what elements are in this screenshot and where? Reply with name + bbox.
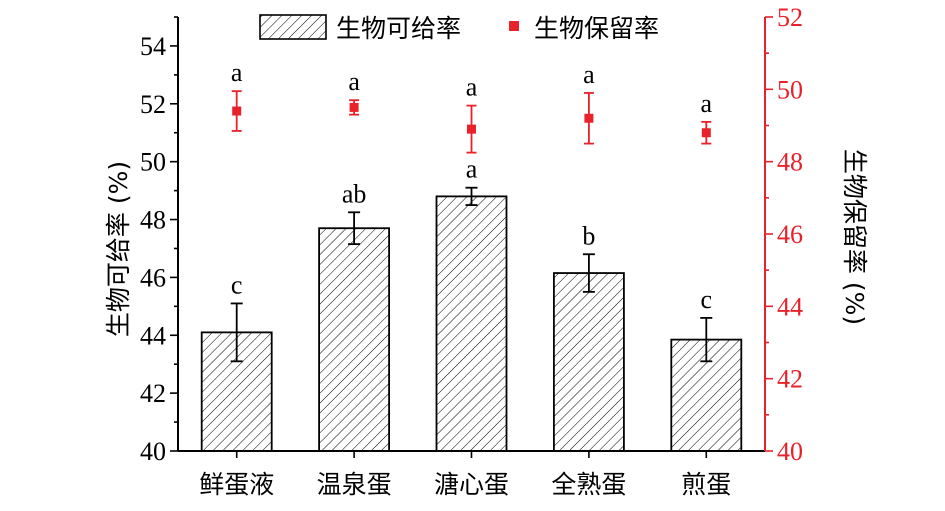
y2-tick-label: 48 — [777, 148, 803, 177]
legend-label-point: 生物保留率 — [534, 14, 659, 43]
legend-label-bar: 生物可给率 — [336, 14, 461, 43]
bar-sig-label: a — [466, 155, 478, 184]
data-point — [232, 106, 242, 116]
y-axis-title: 生物可给率 (%) — [104, 161, 133, 337]
axes: 40 42 44 46 48 50 52 54 40 42 44 46 48 50 52 鲜蛋液 温泉蛋 溏心蛋 全… — [140, 3, 803, 499]
y-tick-label: 46 — [140, 263, 166, 292]
y2-tick-label: 42 — [777, 365, 803, 394]
y-tick-label: 42 — [140, 379, 166, 408]
y2-axis-title: 生物保留率 (%) — [840, 149, 869, 325]
point-sig-label: a — [701, 89, 713, 118]
bar — [553, 272, 625, 452]
data-point — [467, 124, 476, 134]
bar-sig-label: c — [231, 270, 243, 299]
bar-sig-label: ab — [342, 179, 367, 208]
bar — [435, 195, 508, 452]
y-tick-label: 48 — [140, 206, 166, 235]
legend-swatch-point — [509, 21, 519, 31]
data-point — [349, 102, 359, 112]
y2-tick-label: 50 — [777, 75, 803, 104]
bar-sig-label: c — [701, 285, 713, 314]
y-tick-label: 44 — [140, 321, 166, 350]
y2-tick-label: 46 — [777, 220, 803, 249]
y2-tick-label: 44 — [777, 292, 803, 321]
x-tick-label: 温泉蛋 — [317, 470, 392, 499]
y2-tick-label: 52 — [777, 3, 803, 32]
data-point — [701, 128, 711, 138]
y-tick-label: 40 — [140, 437, 166, 466]
y-tick-label: 54 — [140, 32, 166, 61]
bar — [318, 227, 391, 452]
x-tick-label: 煎蛋 — [681, 470, 731, 499]
point-sig-label: a — [348, 67, 360, 96]
y-tick-label: 52 — [140, 90, 166, 119]
legend-swatch-bar — [259, 14, 327, 40]
data-point — [584, 113, 594, 123]
x-tick-label: 鲜蛋液 — [199, 470, 274, 499]
point-sig-label: a — [583, 60, 595, 89]
points: a a a a a — [231, 58, 713, 154]
legend: 生物可给率 生物保留率 — [259, 14, 659, 43]
point-sig-label: a — [231, 58, 243, 87]
bar-sig-label: b — [582, 221, 595, 250]
y-tick-label: 50 — [140, 148, 166, 177]
x-tick-label: 溏心蛋 — [434, 470, 509, 499]
point-sig-label: a — [466, 73, 478, 102]
y2-tick-label: 40 — [777, 437, 803, 466]
x-tick-label: 全熟蛋 — [551, 470, 626, 499]
